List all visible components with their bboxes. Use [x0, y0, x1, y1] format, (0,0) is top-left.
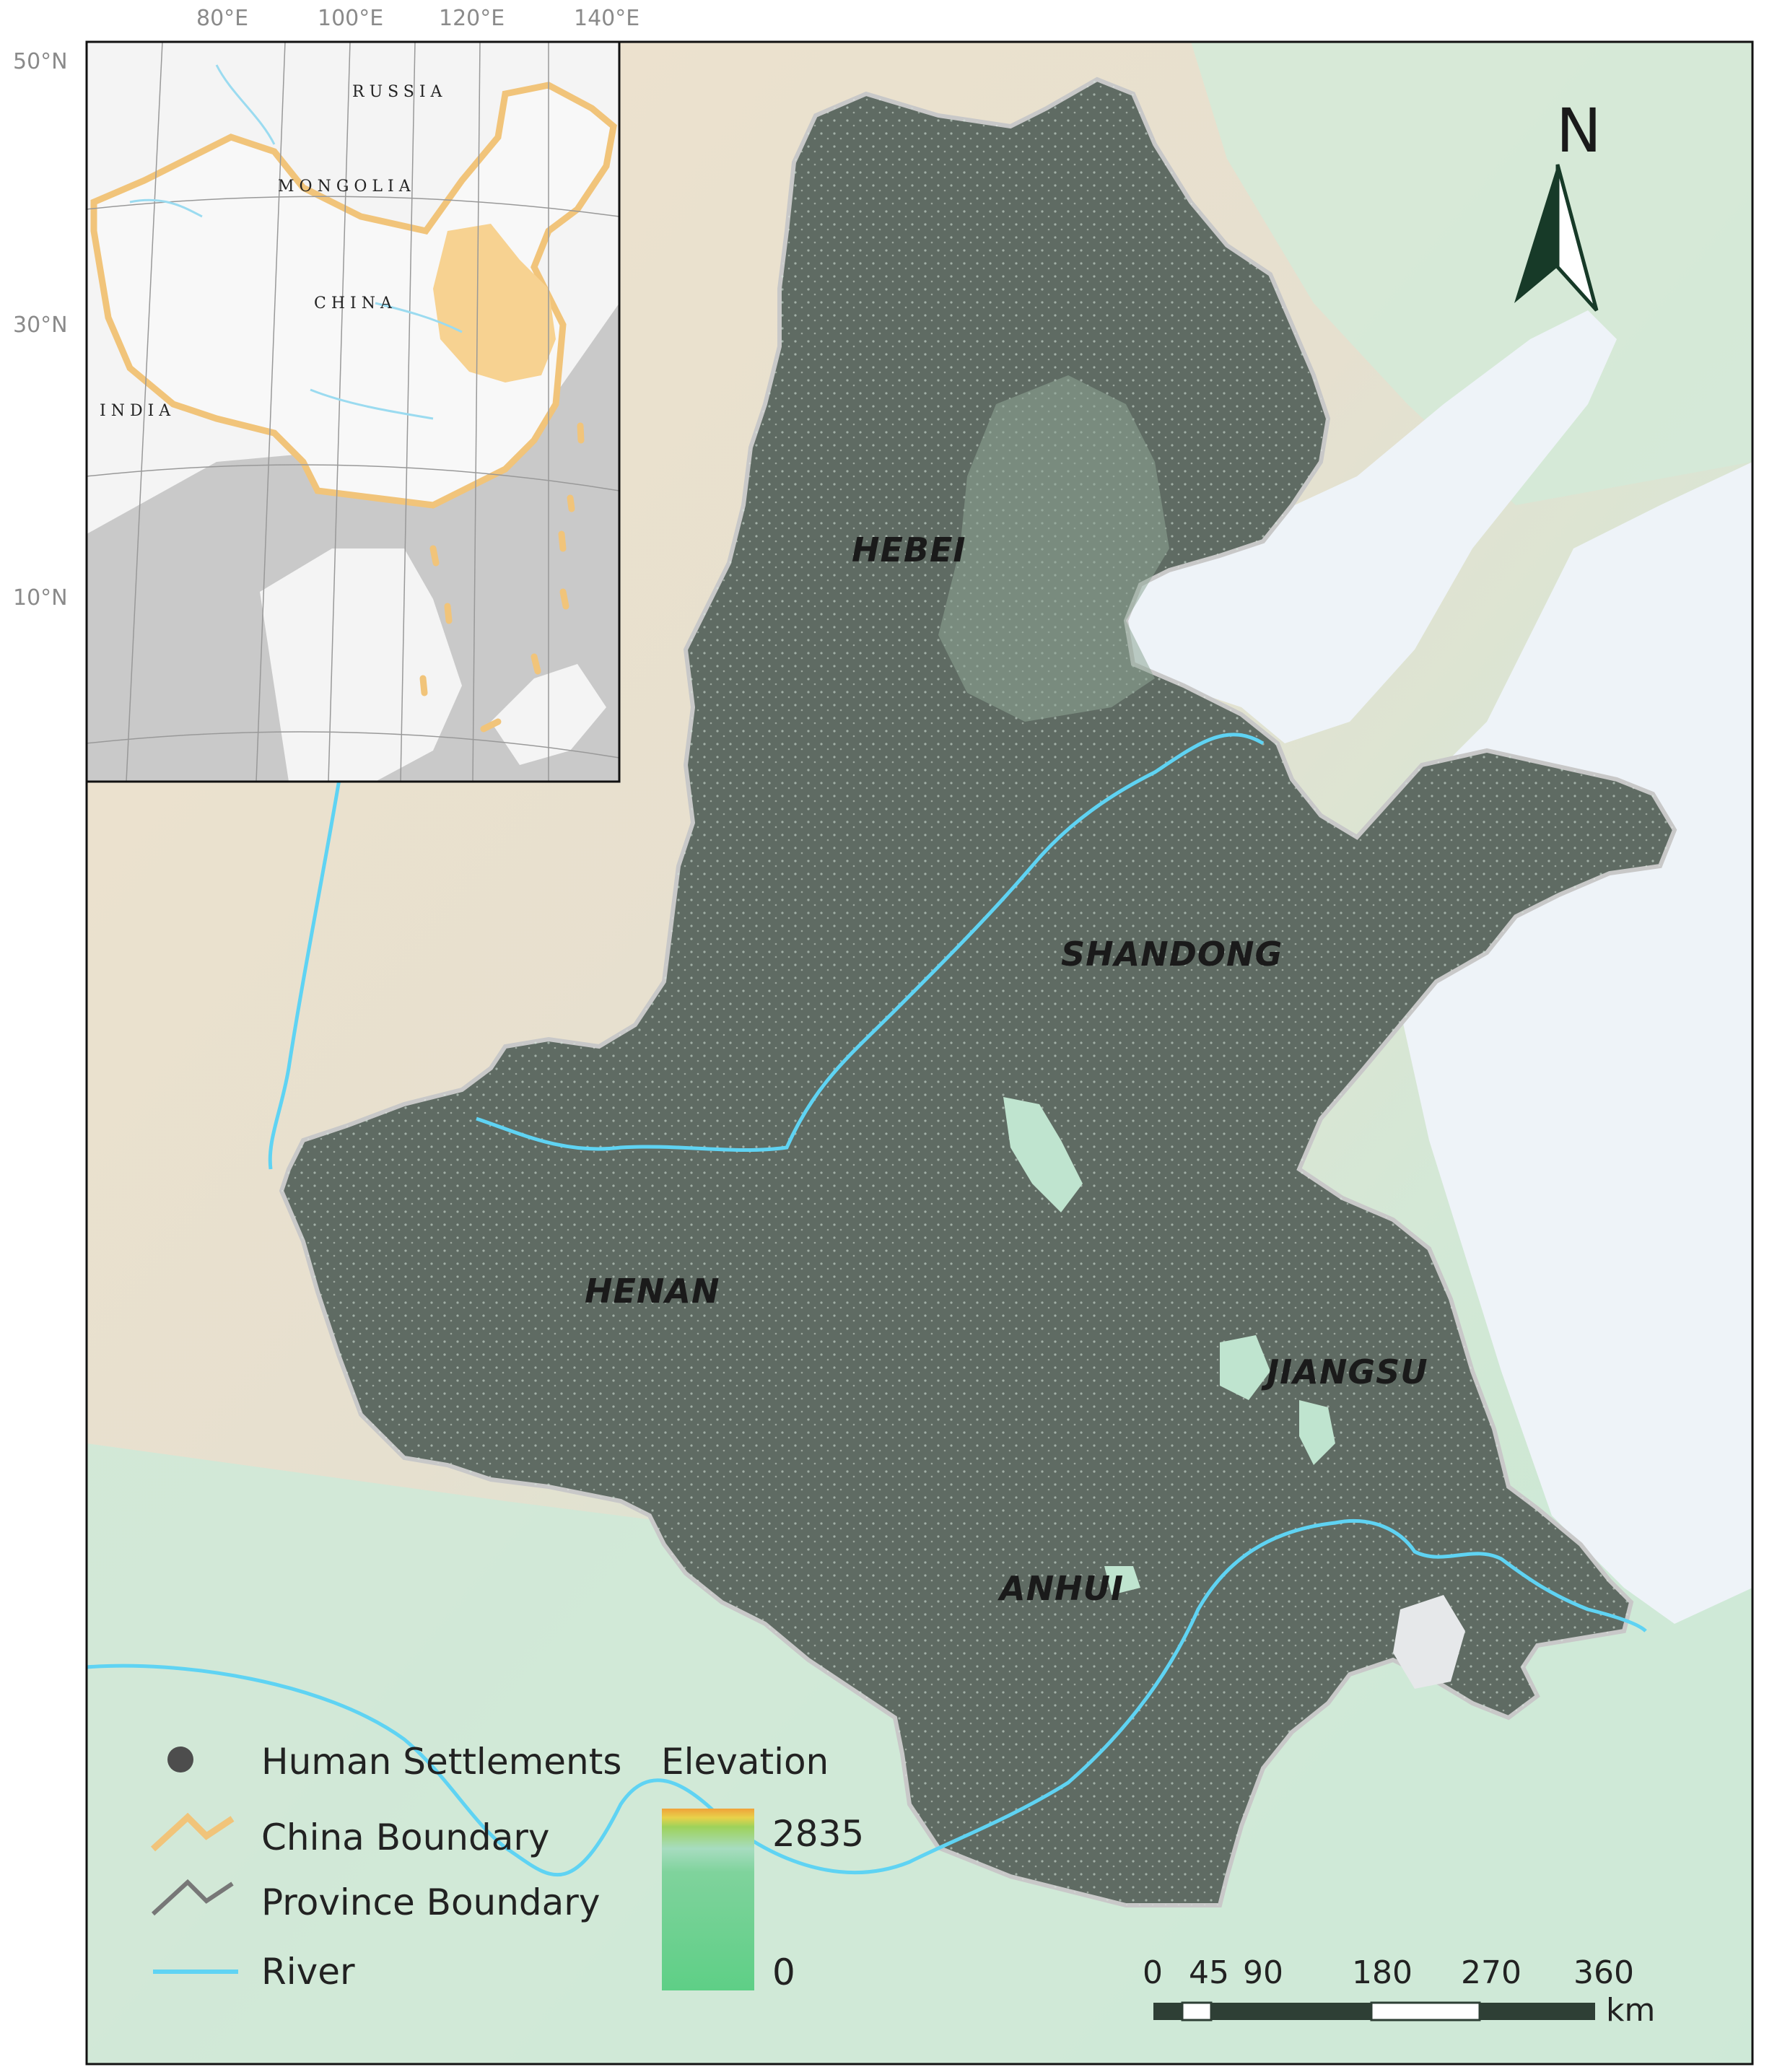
inset-neighbors-sea: [87, 303, 619, 782]
scale-tick-label: 0: [1143, 1954, 1163, 1991]
legend-label-china-boundary: China Boundary: [261, 1817, 550, 1858]
hebei-plain: [938, 375, 1169, 722]
yellow-river: [268, 733, 1265, 1170]
map-frame: [85, 40, 1754, 2066]
lake: [1299, 1400, 1335, 1465]
scale-bar: 0 45 90 180 270 360 km: [1143, 1954, 1655, 2029]
legend-label-province-boundary: Province Boundary: [261, 1881, 600, 1923]
scale-segment: [1263, 2003, 1371, 2020]
legend-label-river: River: [261, 1951, 355, 1993]
longitude-label: 140°E: [574, 6, 639, 31]
northeast-terrain: [1191, 42, 1752, 505]
scale-tick-label: 90: [1243, 1954, 1283, 1991]
country-label-mongolia: MONGOLIA: [278, 178, 416, 196]
province-label-anhui: ANHUI: [997, 1569, 1124, 1608]
main-map: HEBEI SHANDONG HENAN JIANGSU ANHUI N: [85, 40, 1754, 2066]
province-label-shandong: SHANDONG: [1061, 935, 1283, 974]
inset-graticule: [86, 41, 620, 782]
latitude-label: 10°N: [13, 585, 68, 611]
north-arrow-icon-right: [1555, 164, 1599, 312]
elevation-title: Elevation: [661, 1741, 829, 1783]
north-arrow-icon: [1514, 165, 1558, 303]
yangtze-river: [86, 1518, 1647, 1877]
north-arrow: N: [1514, 95, 1602, 312]
province-label-henan: HENAN: [585, 1272, 720, 1311]
elevation-max-label: 2835: [772, 1813, 864, 1855]
longitude-label: 120°E: [439, 6, 505, 31]
scale-segment: [1153, 2003, 1182, 2020]
latitude-label: 50°N: [13, 49, 68, 74]
elevation-min-label: 0: [772, 1951, 795, 1993]
legend-label-settlements: Human Settlements: [261, 1741, 621, 1783]
nine-dash-line: [419, 422, 585, 733]
province-label-hebei: HEBEI: [852, 530, 966, 569]
province-label-jiangsu: JIANGSU: [1261, 1352, 1428, 1391]
lake: [1220, 1335, 1270, 1400]
scale-tick-label: 270: [1461, 1954, 1522, 1991]
zigzag-line-icon: [150, 1812, 235, 1852]
lake: [1393, 1595, 1465, 1689]
scale-segment: [1211, 2003, 1263, 2020]
elevation-color-ramp: [662, 1809, 754, 1990]
scale-tick-label: 180: [1352, 1954, 1413, 1991]
latitude-label: 30°N: [13, 312, 68, 338]
country-label-russia: RUSSIA: [352, 83, 447, 101]
lake: [1003, 1097, 1083, 1212]
longitude-label: 100°E: [318, 6, 383, 31]
inset-rivers: [129, 64, 463, 420]
longitude-label: 80°E: [196, 6, 248, 31]
scale-segment: [1480, 2003, 1595, 2020]
inset-frame: [85, 40, 621, 783]
scale-segment: [1181, 2001, 1213, 2021]
north-arrow-label: N: [1556, 95, 1602, 166]
dot-icon: [167, 1747, 193, 1772]
zigzag-line-icon: [151, 1879, 234, 1916]
legend: Human Settlements China Boundary Provinc…: [150, 1741, 864, 1993]
scale-unit: km: [1606, 1992, 1655, 2029]
scale-tick-label: 360: [1573, 1954, 1634, 1991]
study-area-highlight: [433, 224, 556, 383]
country-label-india: INDIA: [100, 402, 175, 420]
lake: [1104, 1566, 1140, 1595]
scale-tick-label: 45: [1189, 1954, 1229, 1991]
scale-segment: [1370, 2001, 1481, 2021]
inset-map: 80°E 100°E 120°E 140°E 50°N 30°N 10°N RU…: [13, 6, 639, 783]
bohai-sea: [1119, 310, 1617, 743]
inset-land-southeast: [260, 548, 462, 782]
country-label-china: CHINA: [314, 294, 397, 312]
